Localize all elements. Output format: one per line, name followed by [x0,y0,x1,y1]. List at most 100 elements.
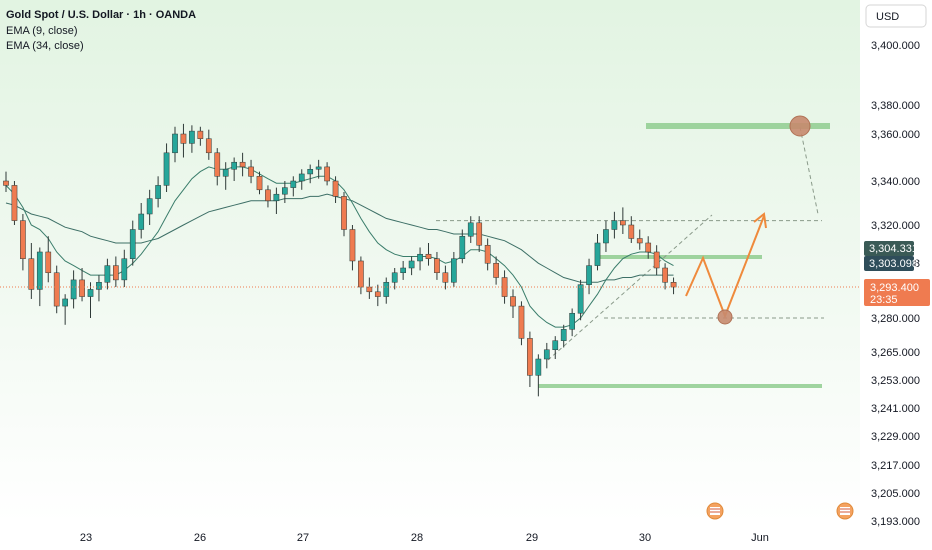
candle[interactable] [510,289,516,318]
candle[interactable] [222,162,229,190]
support-zone[interactable] [538,384,822,388]
candle[interactable] [155,176,161,208]
candle[interactable] [121,249,128,288]
candle[interactable] [45,236,52,283]
candle[interactable] [332,176,339,203]
candle[interactable] [307,164,314,184]
candle[interactable] [341,192,347,237]
candle[interactable] [408,256,415,276]
candle[interactable] [79,267,85,302]
candle[interactable] [172,126,178,163]
candle[interactable] [298,169,305,190]
candle[interactable] [636,229,643,250]
candle[interactable] [518,301,525,346]
candle[interactable] [552,336,559,359]
candle[interactable] [180,123,187,158]
candle[interactable] [138,203,145,239]
candle[interactable] [104,258,111,290]
candle[interactable] [467,216,474,243]
candle[interactable] [653,245,660,276]
candle[interactable] [324,162,330,186]
candle[interactable] [527,331,533,387]
candle[interactable] [434,251,440,280]
candle[interactable] [560,324,567,348]
candle[interactable] [239,152,246,177]
candle[interactable] [189,125,195,153]
candle[interactable] [476,216,483,252]
candle[interactable] [248,159,254,184]
candle[interactable] [569,308,575,337]
candle[interactable] [197,126,204,146]
candle[interactable] [535,354,542,397]
candle[interactable] [28,242,35,299]
ema-slow-price-badge[interactable]: 3,304.331 [864,241,918,256]
candle[interactable] [20,214,26,271]
candle[interactable] [349,225,356,271]
projection-arrowhead [753,212,767,229]
candle[interactable] [315,159,322,179]
mid-zone[interactable] [596,255,762,259]
candle[interactable] [543,342,550,369]
candle[interactable] [163,143,170,192]
candle[interactable] [400,260,406,280]
resistance-zone[interactable] [646,123,830,129]
candle[interactable] [256,171,263,195]
candle[interactable] [11,181,18,225]
candle[interactable] [113,256,119,288]
candle[interactable] [577,279,584,321]
candle[interactable] [129,220,136,266]
candle[interactable] [146,189,153,225]
candle[interactable] [290,176,297,197]
event-flag-icon[interactable] [836,502,854,520]
candle[interactable] [265,185,271,208]
candle[interactable] [214,148,221,186]
candle[interactable] [442,265,449,290]
candle[interactable] [586,258,592,295]
candle[interactable] [670,277,677,295]
candle[interactable] [87,282,94,318]
candle[interactable] [231,157,238,182]
trend-line[interactable] [547,214,713,361]
candle[interactable] [451,251,457,288]
candle[interactable] [484,238,491,271]
candle[interactable] [53,265,60,314]
x-tick-label: 30 [639,532,651,544]
ema-fast-price-badge[interactable]: 3,303.098 [864,256,918,271]
candle[interactable] [3,171,9,192]
currency-button[interactable]: USD [865,4,927,28]
candle[interactable] [383,277,390,304]
candle[interactable] [645,236,652,259]
y-tick-label: 3,217.000 [871,460,920,472]
candle[interactable] [62,294,68,325]
candle[interactable] [282,181,288,203]
candle[interactable] [273,187,280,214]
target-line[interactable] [799,126,819,215]
ema-fast-legend[interactable]: EMA (9, close) [6,25,78,37]
target-marker[interactable] [789,115,811,137]
candle[interactable] [425,242,432,266]
x-tick-label: 23 [80,532,92,544]
candle[interactable] [96,275,102,302]
event-flag-icon[interactable] [706,502,724,520]
candle[interactable] [205,129,212,160]
ema-slow-line[interactable] [5,193,674,283]
candle[interactable] [36,247,43,307]
candle[interactable] [374,284,381,307]
buy-point-marker[interactable] [717,309,733,325]
candle[interactable] [628,216,635,243]
candle[interactable] [459,229,466,264]
symbol-title[interactable]: Gold Spot / U.S. Dollar · 1h · OANDA [6,9,196,21]
ema-slow-legend[interactable]: EMA (34, close) [6,40,84,52]
candle[interactable] [603,220,609,252]
candle[interactable] [70,270,77,309]
candle[interactable] [611,211,618,239]
candle[interactable] [391,267,398,290]
candle[interactable] [493,256,499,285]
candle[interactable] [417,247,423,271]
candle[interactable] [594,233,601,271]
candle[interactable] [620,207,626,234]
candle[interactable] [662,263,668,290]
